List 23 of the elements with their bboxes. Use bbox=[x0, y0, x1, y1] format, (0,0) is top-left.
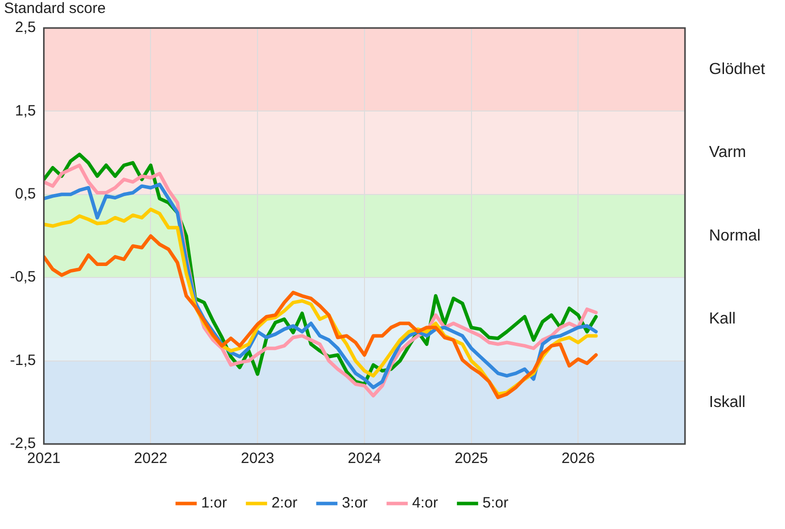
y-tick-label: -0,5 bbox=[10, 268, 36, 286]
y-tick-label: 2,5 bbox=[14, 19, 36, 36]
band-label: Glödhet bbox=[709, 61, 766, 78]
legend-label: 2:or bbox=[271, 494, 298, 512]
legend-label: 4:or bbox=[412, 494, 438, 512]
x-tick-label: 2022 bbox=[134, 450, 168, 468]
chart-title: Standard score bbox=[4, 0, 106, 17]
y-tick-label: 0,5 bbox=[14, 186, 36, 203]
x-tick-label: 2026 bbox=[561, 450, 595, 468]
y-tick-label: 1,5 bbox=[14, 102, 36, 120]
band-label: Kall bbox=[709, 310, 736, 328]
x-tick-label: 2023 bbox=[240, 450, 274, 468]
legend-label: 5:or bbox=[482, 494, 508, 512]
x-tick-label: 2021 bbox=[27, 450, 61, 468]
x-tick-label: 2024 bbox=[348, 450, 382, 468]
band-label: Iskall bbox=[709, 394, 746, 411]
legend-label: 3:or bbox=[342, 494, 368, 512]
legend-label: 1:or bbox=[201, 494, 227, 512]
band-label: Normal bbox=[709, 227, 761, 244]
y-tick-label: -1,5 bbox=[10, 352, 36, 369]
band-label: Varm bbox=[709, 144, 746, 162]
x-tick-label: 2025 bbox=[454, 450, 488, 468]
y-tick-label: -2,5 bbox=[10, 435, 36, 452]
